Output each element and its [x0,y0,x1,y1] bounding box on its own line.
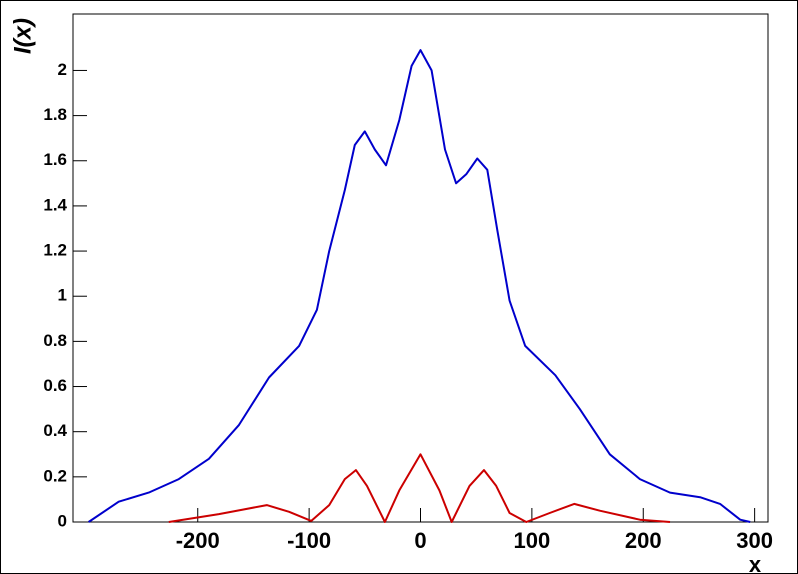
x-tick-label: 0 [414,528,426,553]
x-tick-label: -200 [176,528,220,553]
plot-frame [72,13,769,523]
y-tick-label: 1.4 [43,195,67,214]
y-tick-label: 0.6 [43,376,67,395]
y-tick-label: 1.8 [43,105,67,124]
x-tick-label: -100 [287,528,331,553]
x-tick-label: 100 [514,528,551,553]
y-tick-label: 2 [58,60,67,79]
line-series [88,49,751,523]
line-series [168,453,671,523]
y-tick-label: 0.8 [43,331,67,350]
y-tick-label: 1.2 [43,241,67,260]
x-tick-label: 200 [625,528,662,553]
y-tick-label: 0.2 [43,466,67,485]
y-axis-label: I(x) [9,18,36,54]
y-tick-label: 1 [58,286,67,305]
y-tick-label: 0.4 [43,421,67,440]
y-tick-label: 0 [58,511,67,530]
y-tick-label: 1.6 [43,150,67,169]
x-axis-label: x [749,552,762,574]
x-tick-label: 300 [736,528,773,553]
